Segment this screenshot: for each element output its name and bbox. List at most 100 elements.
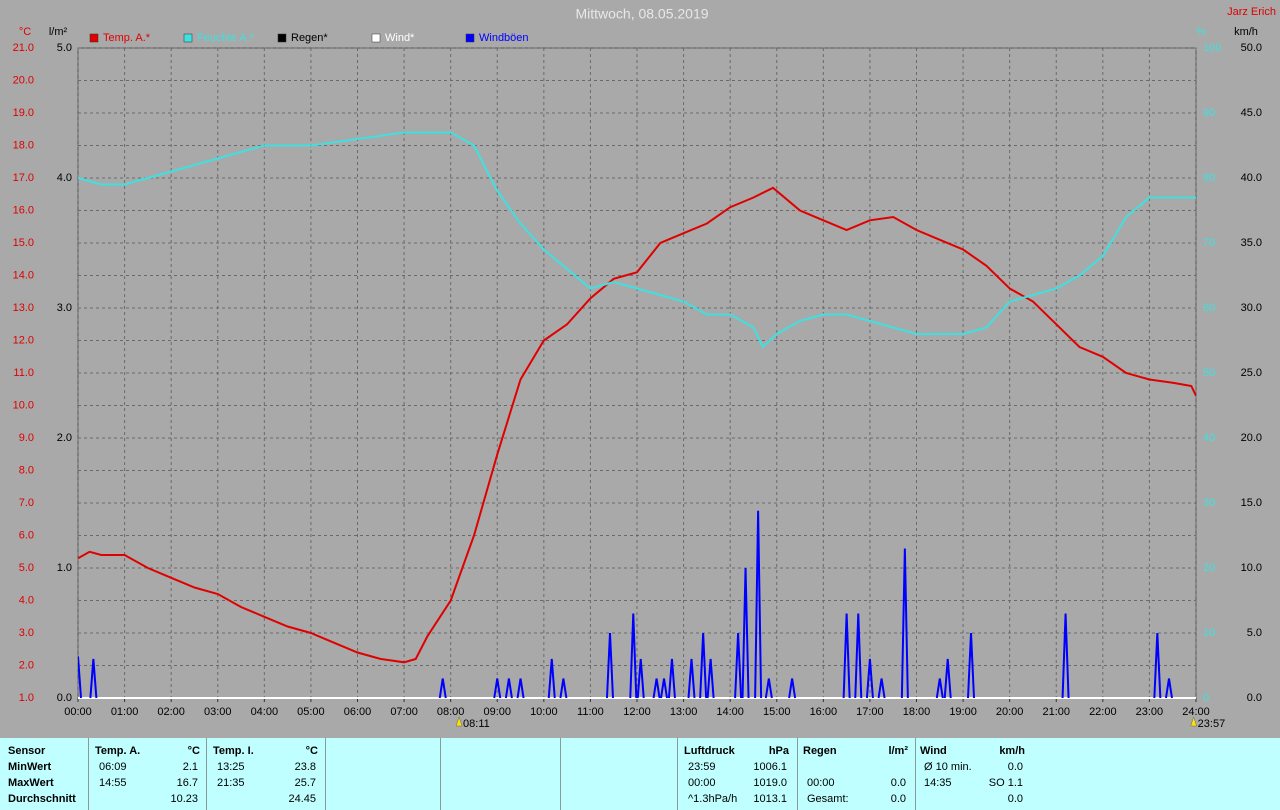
legend-label: Windböen <box>479 32 529 44</box>
y3-tick-label: 1.0 <box>57 562 72 574</box>
y3-tick-label: 3.0 <box>57 302 72 314</box>
x-tick-label: 07:00 <box>390 706 418 718</box>
separator <box>440 738 441 810</box>
x-tick-label: 24:00 <box>1182 706 1210 718</box>
annotation: 08:11 <box>463 718 490 730</box>
gust-spike <box>504 678 513 699</box>
y-tick-label: 18.0 <box>13 139 34 151</box>
row-label: MinWert <box>8 761 52 773</box>
stats-header: Wind <box>920 745 947 757</box>
y-tick-label: 8.0 <box>19 464 34 476</box>
stats-time: 14:55 <box>99 777 127 789</box>
sun-icon <box>1190 716 1198 727</box>
gust-spike <box>636 658 645 699</box>
stats-header: Temp. A. <box>95 745 141 757</box>
x-tick-label: 08:00 <box>437 706 465 718</box>
legend-swatch <box>89 33 99 43</box>
x-tick-label: 18:00 <box>903 706 931 718</box>
gust-spike <box>1164 678 1173 699</box>
stats-panel: Sensor MinWert MaxWert Durchschnitt Temp. A.… <box>0 738 1280 810</box>
chart-title: Mittwoch, 08.05.2019 <box>575 6 708 22</box>
x-tick-label: 23:00 <box>1136 706 1164 718</box>
gust-spike <box>842 613 851 699</box>
x-tick-label: 22:00 <box>1089 706 1117 718</box>
legend-label: Feuchte A.* <box>197 32 255 44</box>
y2-tick-label: 60 <box>1203 302 1215 314</box>
y2-tick-label: 20 <box>1203 562 1215 574</box>
stats-time: 00:00 <box>807 777 835 789</box>
author: Jarz Erich <box>1227 6 1276 18</box>
x-tick-label: 16:00 <box>810 706 838 718</box>
y-tick-label: 16.0 <box>13 204 34 216</box>
separator <box>325 738 326 810</box>
stats-time: Gesamt: <box>807 793 849 805</box>
stats-value: SO 1.1 <box>988 777 1023 789</box>
stats-value: 0.0 <box>1007 761 1023 773</box>
stats-unit: °C <box>305 745 318 757</box>
y-tick-label: 19.0 <box>13 107 34 119</box>
stats-value: 16.7 <box>176 777 198 789</box>
stats-value: 24.45 <box>288 793 316 805</box>
y-tick-label: 15.0 <box>13 237 34 249</box>
y3-tick-label: 2.0 <box>57 432 72 444</box>
y2-tick-label: 80 <box>1203 172 1215 184</box>
x-tick-label: 10:00 <box>530 706 558 718</box>
y-tick-label: 2.0 <box>19 659 34 671</box>
y-tick-label: 13.0 <box>13 302 34 314</box>
stats-header: Temp. I. <box>213 745 254 757</box>
x-tick-label: 09:00 <box>483 706 511 718</box>
y3-tick-label: 0.0 <box>57 692 72 704</box>
x-tick-label: 13:00 <box>670 706 698 718</box>
y4-tick-label: 15.0 <box>1241 497 1262 509</box>
gust-spike <box>516 678 525 699</box>
y4-tick-label: 10.0 <box>1241 562 1262 574</box>
y4-tick-label: 50.0 <box>1241 42 1262 54</box>
y2-tick-label: 70 <box>1203 237 1215 249</box>
plot-layer <box>78 131 1196 699</box>
gust-spike <box>493 678 502 699</box>
x-tick-label: 06:00 <box>344 706 372 718</box>
y2-tick-label: 50 <box>1203 367 1215 379</box>
stats-unit: hPa <box>768 745 789 757</box>
x-tick-label: 21:00 <box>1042 706 1070 718</box>
gust-spike <box>788 678 797 699</box>
stats-time: Ø 10 min. <box>924 761 972 773</box>
gust-spike <box>438 678 447 699</box>
stats-unit: km/h <box>999 745 1025 757</box>
gust-spike <box>754 510 763 699</box>
separator <box>206 738 207 810</box>
y4-tick-label: 30.0 <box>1241 302 1262 314</box>
sun-icon <box>455 716 463 727</box>
y-tick-label: 7.0 <box>19 497 34 509</box>
gust-spike <box>559 678 568 699</box>
gust-spike <box>706 658 715 699</box>
gust-spike <box>687 658 696 699</box>
x-tick-label: 17:00 <box>856 706 884 718</box>
legend-label: Wind* <box>385 32 415 44</box>
y-tick-label: 17.0 <box>13 172 34 184</box>
stats-header: Luftdruck <box>684 745 735 757</box>
stats-time: 23:59 <box>688 761 716 773</box>
y-tick-label: 4.0 <box>19 594 34 606</box>
stats-value: 0.0 <box>890 777 906 789</box>
legend-swatch <box>465 33 475 43</box>
stats-value: 23.8 <box>294 761 316 773</box>
legend-swatch <box>183 33 193 43</box>
y2-axis-unit: % <box>1196 26 1206 38</box>
y4-tick-label: 35.0 <box>1241 237 1262 249</box>
y2-tick-label: 100 <box>1203 42 1221 54</box>
x-tick-label: 15:00 <box>763 706 791 718</box>
stats-header: Sensor <box>8 745 46 757</box>
separator <box>915 738 916 810</box>
legend-label: Regen* <box>291 32 328 44</box>
annotation: 23:57 <box>1198 718 1226 730</box>
gust-spike <box>967 632 976 699</box>
y-tick-label: 10.0 <box>13 399 34 411</box>
y4-tick-label: 0.0 <box>1247 692 1262 704</box>
gust-spike <box>629 613 638 699</box>
y3-tick-label: 4.0 <box>57 172 72 184</box>
gust-spike <box>605 632 614 699</box>
gust-spike <box>1153 632 1162 699</box>
gust-spike <box>89 658 98 699</box>
y4-axis-unit: km/h <box>1234 26 1258 38</box>
